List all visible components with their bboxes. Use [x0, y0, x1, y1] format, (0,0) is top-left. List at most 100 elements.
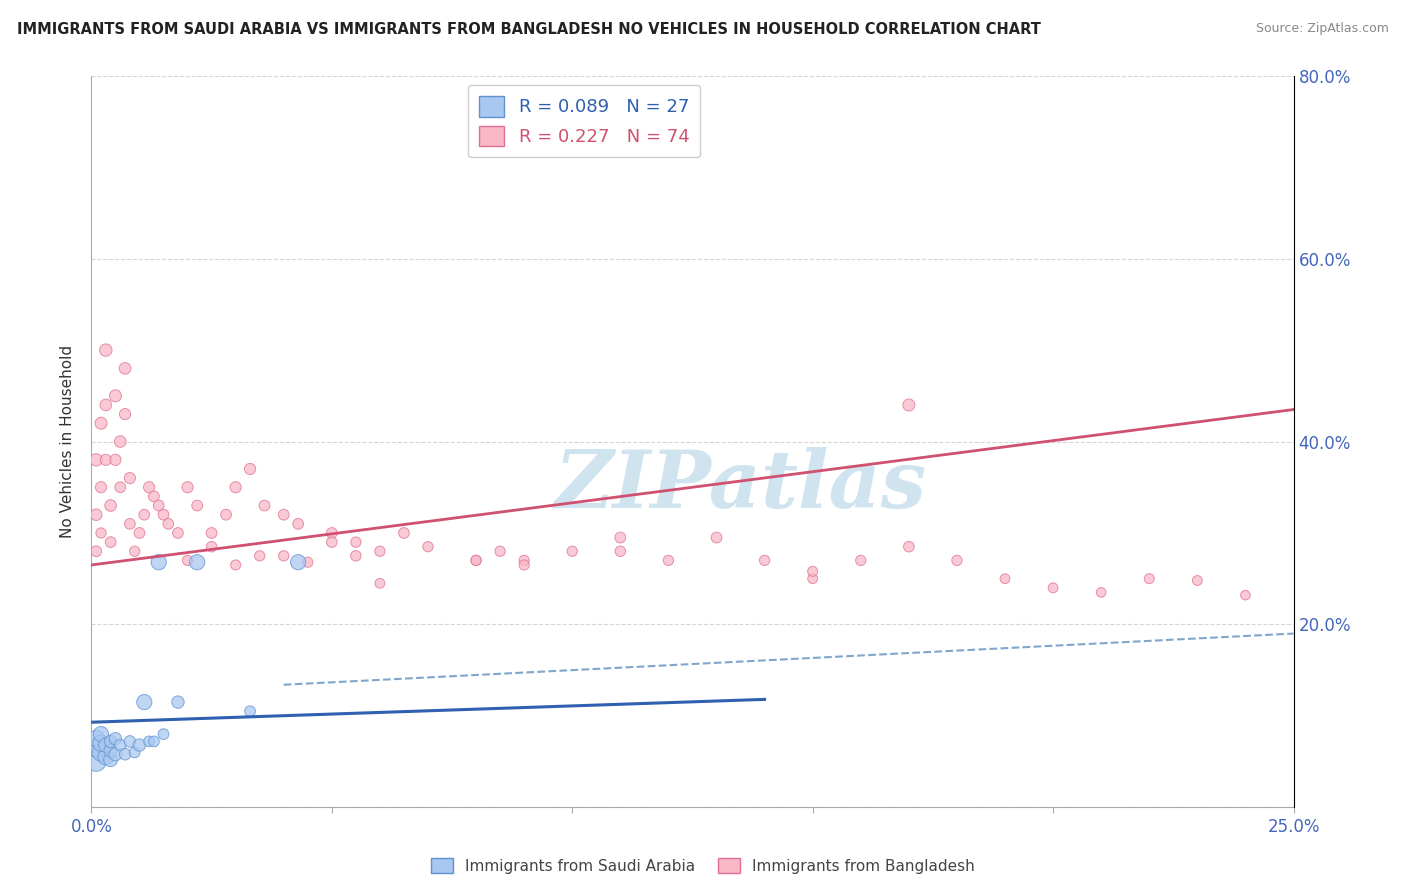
Text: ZIPatlas: ZIPatlas: [554, 447, 927, 524]
Legend: R = 0.089   N = 27, R = 0.227   N = 74: R = 0.089 N = 27, R = 0.227 N = 74: [468, 85, 700, 157]
Point: [1187, 574, 1209, 588]
Point: [118, 516, 141, 531]
Point: [152, 727, 174, 741]
Point: [946, 553, 969, 567]
Point: [754, 553, 776, 567]
Point: [128, 526, 150, 541]
Point: [297, 555, 319, 569]
Point: [90, 526, 112, 541]
Point: [1234, 588, 1257, 602]
Point: [201, 540, 224, 554]
Point: [94, 750, 117, 764]
Point: [110, 480, 132, 494]
Point: [513, 558, 536, 572]
Point: [465, 553, 488, 567]
Point: [225, 480, 247, 494]
Point: [90, 736, 112, 750]
Point: [1137, 572, 1160, 586]
Point: [489, 544, 512, 558]
Point: [124, 544, 146, 558]
Point: [897, 398, 920, 412]
Point: [100, 753, 122, 767]
Point: [344, 535, 367, 549]
Point: [114, 747, 136, 762]
Point: [148, 499, 170, 513]
Point: [138, 734, 160, 748]
Point: [157, 516, 180, 531]
Point: [609, 544, 631, 558]
Point: [1090, 585, 1112, 599]
Point: [657, 553, 679, 567]
Point: [465, 553, 488, 567]
Point: [225, 558, 247, 572]
Point: [142, 489, 165, 503]
Point: [100, 499, 122, 513]
Point: [84, 544, 107, 558]
Point: [167, 526, 190, 541]
Point: [110, 434, 132, 449]
Point: [152, 508, 174, 522]
Point: [849, 553, 872, 567]
Point: [201, 526, 224, 541]
Text: Source: ZipAtlas.com: Source: ZipAtlas.com: [1256, 22, 1389, 36]
Point: [94, 398, 117, 412]
Point: [118, 471, 141, 485]
Point: [84, 740, 107, 755]
Legend: Immigrants from Saudi Arabia, Immigrants from Bangladesh: Immigrants from Saudi Arabia, Immigrants…: [426, 852, 980, 880]
Point: [100, 535, 122, 549]
Point: [94, 738, 117, 752]
Point: [253, 499, 276, 513]
Point: [239, 462, 262, 476]
Point: [239, 704, 262, 718]
Text: IMMIGRANTS FROM SAUDI ARABIA VS IMMIGRANTS FROM BANGLADESH NO VEHICLES IN HOUSEH: IMMIGRANTS FROM SAUDI ARABIA VS IMMIGRAN…: [17, 22, 1040, 37]
Point: [609, 531, 631, 545]
Point: [142, 734, 165, 748]
Point: [321, 535, 343, 549]
Point: [186, 499, 208, 513]
Point: [287, 555, 309, 569]
Point: [104, 747, 127, 762]
Point: [249, 549, 271, 563]
Point: [273, 508, 295, 522]
Point: [114, 407, 136, 421]
Point: [186, 555, 208, 569]
Point: [90, 416, 112, 431]
Point: [287, 516, 309, 531]
Point: [148, 555, 170, 569]
Point: [1042, 581, 1064, 595]
Point: [90, 727, 112, 741]
Point: [104, 731, 127, 746]
Point: [344, 549, 367, 563]
Point: [134, 508, 156, 522]
Point: [104, 389, 127, 403]
Point: [994, 572, 1017, 586]
Point: [100, 734, 122, 748]
Point: [416, 540, 439, 554]
Point: [100, 743, 122, 757]
Point: [561, 544, 583, 558]
Point: [94, 453, 117, 467]
Point: [134, 695, 156, 709]
Point: [104, 453, 127, 467]
Point: [215, 508, 238, 522]
Point: [128, 738, 150, 752]
Point: [176, 553, 198, 567]
Point: [84, 508, 107, 522]
Point: [84, 453, 107, 467]
Point: [273, 549, 295, 563]
Point: [368, 576, 391, 591]
Point: [897, 540, 920, 554]
Point: [114, 361, 136, 376]
Point: [392, 526, 415, 541]
Point: [84, 731, 107, 746]
Point: [124, 746, 146, 760]
Point: [90, 480, 112, 494]
Point: [118, 734, 141, 748]
Point: [801, 572, 824, 586]
Point: [321, 526, 343, 541]
Point: [801, 565, 824, 579]
Point: [368, 544, 391, 558]
Point: [167, 695, 190, 709]
Point: [513, 553, 536, 567]
Point: [90, 746, 112, 760]
